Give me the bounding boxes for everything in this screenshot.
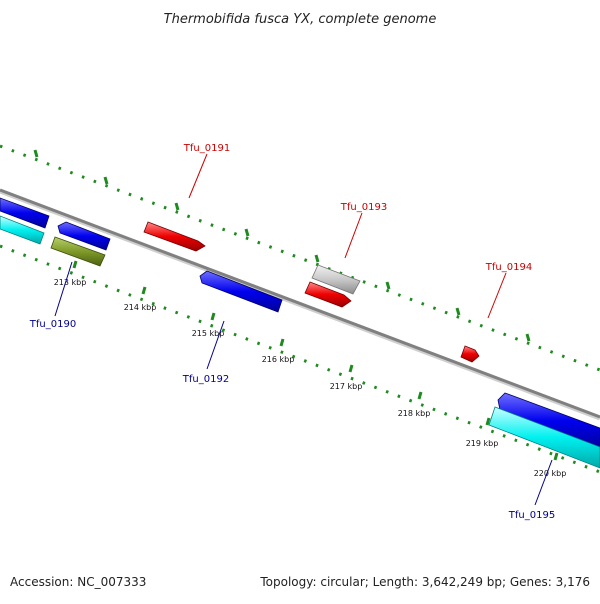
tick-label: 220 kbp [534, 469, 567, 478]
leader-line-tfu0194 [487, 272, 507, 319]
genome-backbone [0, 188, 600, 419]
inner-major-tick [72, 260, 78, 269]
tick-label: 219 kbp [466, 439, 499, 448]
gene-label-tfu0192[interactable]: Tfu_0192 [182, 374, 229, 385]
gene-label-tfu0190[interactable]: Tfu_0190 [29, 319, 76, 330]
gene-feature-grey[interactable] [311, 264, 361, 295]
topology-summary: Topology: circular; Length: 3,642,249 bp… [259, 575, 590, 589]
inner-major-tick [553, 452, 559, 461]
leader-line-tfu0192 [206, 320, 225, 370]
gene-feature-tfu0191[interactable] [143, 221, 206, 252]
tick-label: 215 kbp [192, 329, 225, 338]
gene-feature-tfu0194[interactable] [460, 345, 480, 363]
gene-feature-cyan-right[interactable] [488, 406, 600, 469]
gene-feature-olive[interactable] [50, 236, 106, 267]
inner-major-tick [141, 286, 147, 295]
leader-line-tfu0195 [534, 459, 553, 506]
outer-major-tick [525, 333, 531, 342]
outer-major-tick [385, 281, 391, 290]
inner-tick-ring [0, 244, 600, 474]
gene-feature-tfu0190[interactable] [57, 221, 111, 251]
gene-feature-tfu0193[interactable] [304, 281, 352, 308]
gene-label-tfu0191[interactable]: Tfu_0191 [183, 143, 230, 154]
leader-line-tfu0191 [188, 153, 208, 199]
gene-feature-tfu0192[interactable] [199, 270, 283, 313]
outer-major-tick [33, 149, 39, 158]
tick-label: 218 kbp [398, 409, 431, 418]
inner-major-tick [348, 364, 354, 373]
map-title: Thermobifida fusca YX, complete genome [164, 12, 437, 27]
leader-line-tfu0190 [54, 261, 73, 317]
outer-major-tick [103, 176, 109, 185]
tick-label: 214 kbp [124, 303, 157, 312]
tick-label: 216 kbp [262, 355, 295, 364]
inner-major-tick [210, 312, 216, 321]
outer-major-tick [174, 202, 180, 211]
gene-label-tfu0193[interactable]: Tfu_0193 [340, 202, 387, 213]
accession-text: Accession: NC_007333 [10, 575, 146, 589]
inner-major-tick [279, 338, 285, 347]
leader-line-tfu0193 [344, 212, 363, 259]
outer-major-tick [455, 307, 461, 316]
outer-major-tick [244, 228, 250, 237]
inner-major-tick [485, 417, 491, 426]
gene-label-tfu0194[interactable]: Tfu_0194 [485, 262, 532, 273]
inner-major-tick [417, 391, 423, 400]
tick-label: 213 kbp [54, 278, 87, 287]
tick-label: 217 kbp [330, 382, 363, 391]
gene-feature-cyan-left[interactable] [0, 215, 45, 245]
gene-feature-blue-left[interactable] [0, 197, 50, 229]
outer-major-tick [314, 254, 320, 263]
gene-label-tfu0195[interactable]: Tfu_0195 [508, 510, 555, 521]
